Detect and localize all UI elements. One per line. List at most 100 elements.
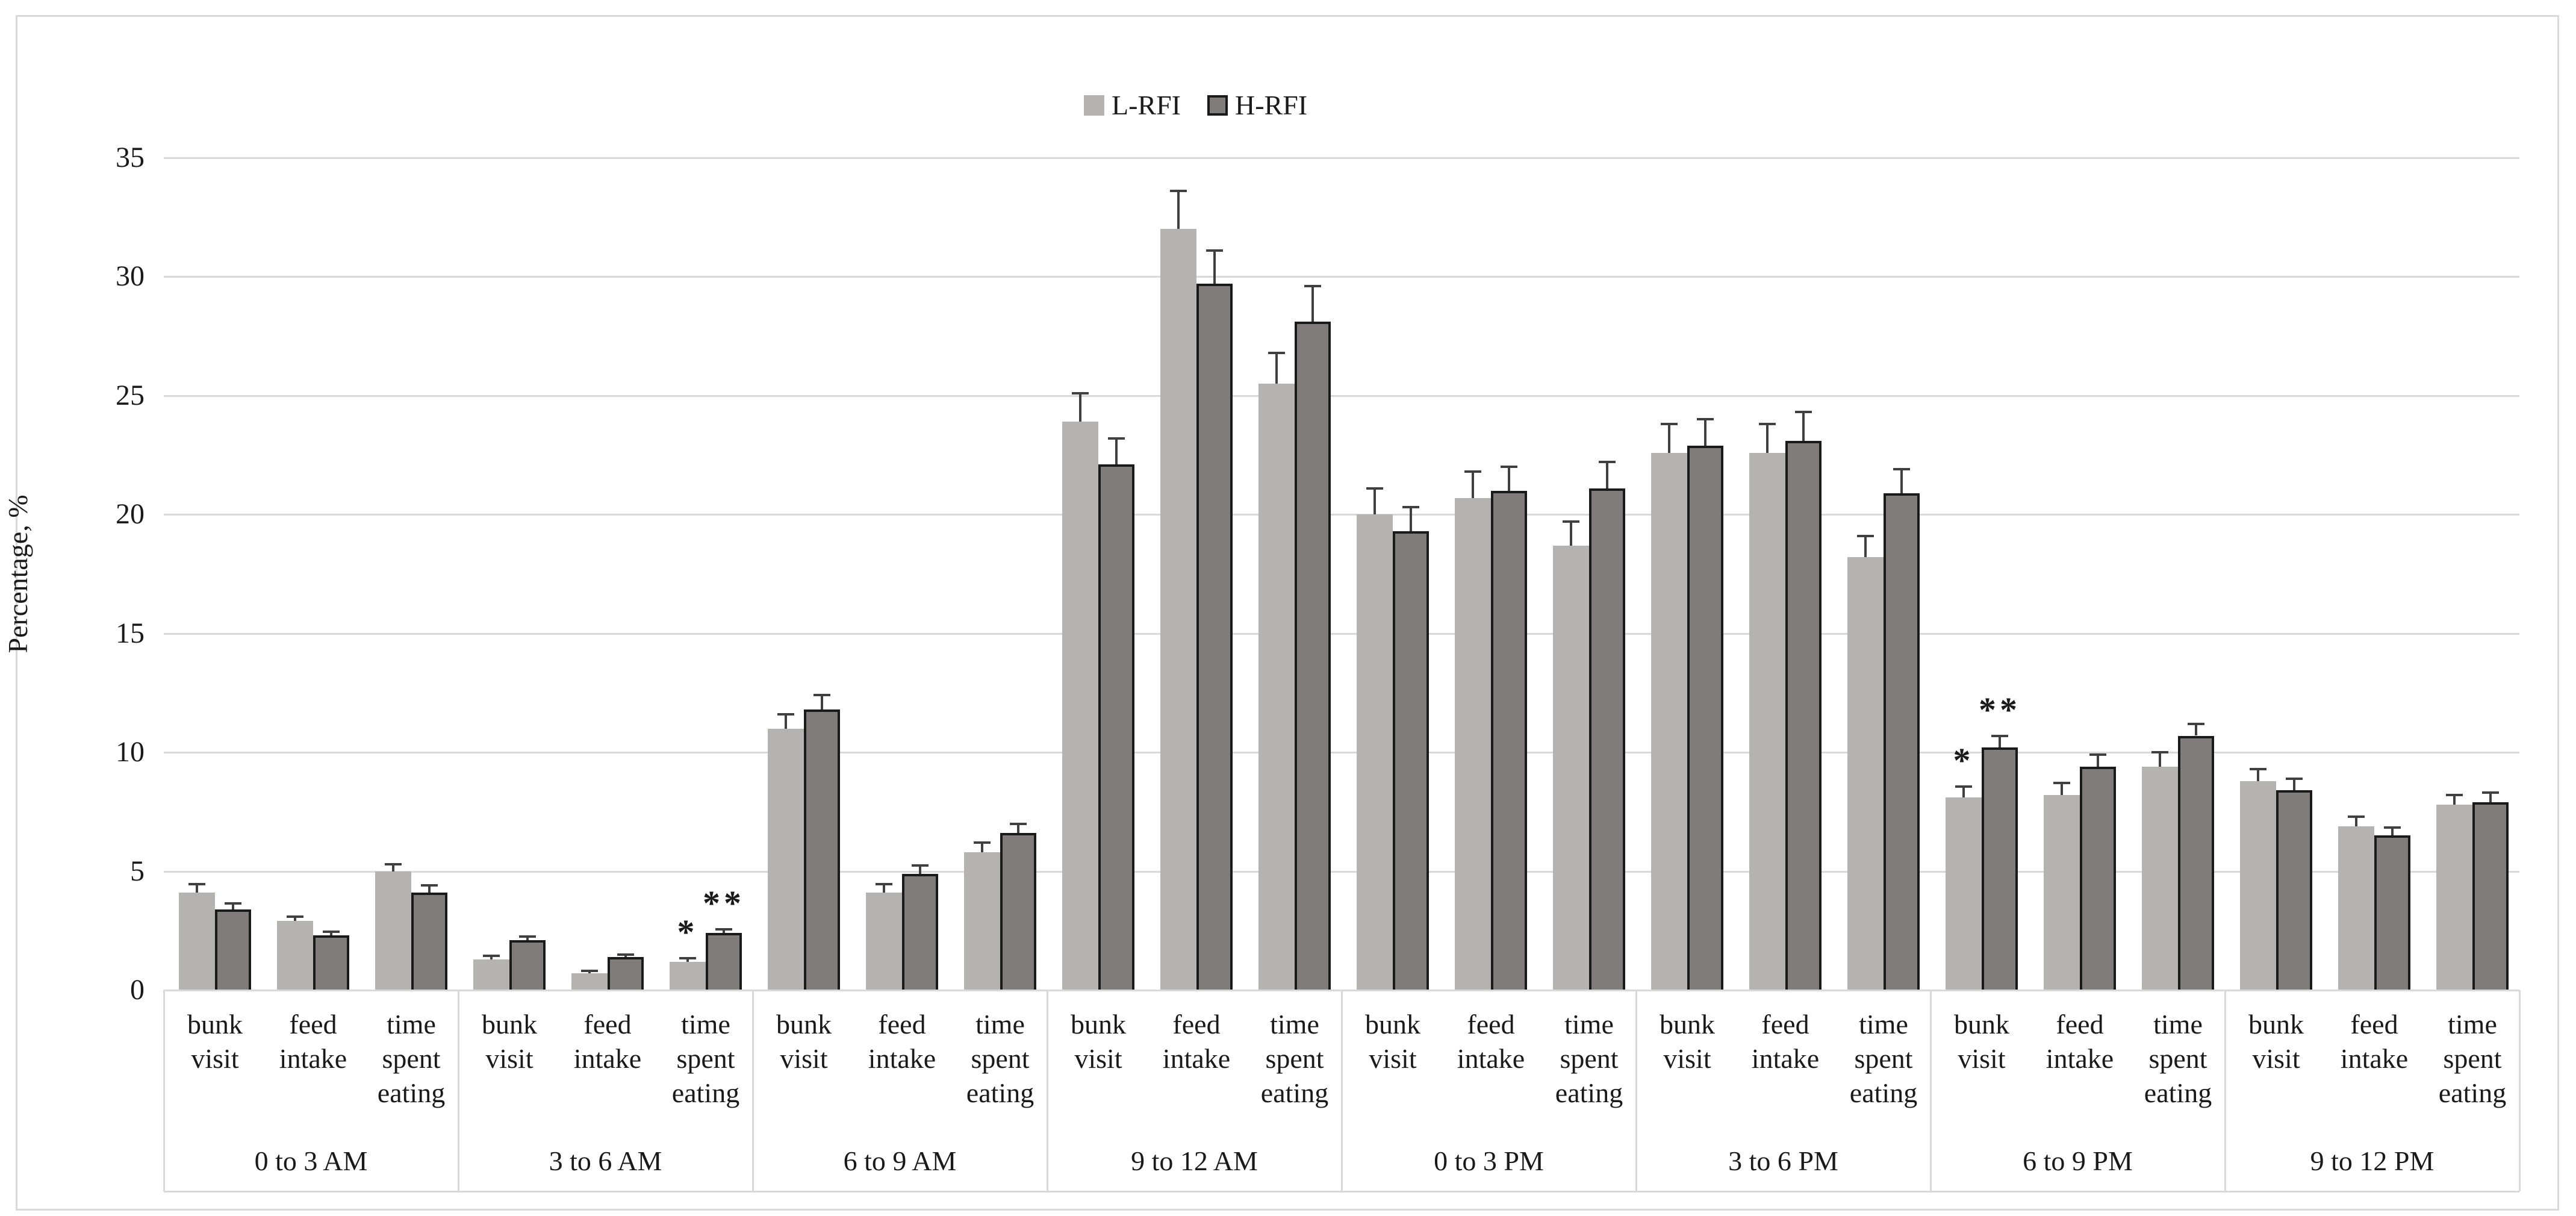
error-bar-cap bbox=[2089, 753, 2106, 756]
error-bar bbox=[1766, 424, 1769, 453]
error-bar-cap bbox=[421, 884, 438, 887]
error-bar-cap bbox=[679, 956, 696, 959]
error-bar bbox=[1668, 424, 1670, 453]
error-bar-cap bbox=[519, 935, 536, 938]
error-bar-cap bbox=[1010, 822, 1027, 825]
bar-h-rfi bbox=[2472, 802, 2509, 990]
error-bar bbox=[294, 916, 296, 921]
error-bar-cap bbox=[974, 841, 991, 844]
error-bar-cap bbox=[1268, 351, 1285, 354]
bar-l-rfi bbox=[1946, 797, 1982, 990]
y-tick-label-10: 10 bbox=[116, 736, 145, 769]
bar-l-rfi bbox=[2044, 795, 2080, 990]
bar-h-rfi bbox=[2178, 735, 2214, 990]
error-bar bbox=[1802, 412, 1805, 441]
error-bar-cap bbox=[2482, 791, 2499, 794]
error-bar-cap bbox=[1464, 470, 1481, 473]
period-label: 9 to 12 PM bbox=[2310, 1146, 2434, 1176]
error-bar-cap bbox=[1501, 466, 1517, 469]
gridline-20 bbox=[164, 514, 2519, 516]
bar-l-rfi bbox=[1749, 452, 1785, 990]
error-bar bbox=[526, 937, 529, 941]
bar-l-rfi bbox=[179, 893, 215, 990]
legend: L-RFI H-RFI bbox=[1084, 92, 1334, 119]
category-divider bbox=[458, 990, 459, 1191]
h-rfi-swatch-icon bbox=[1207, 95, 1228, 116]
legend-item-l-rfi: L-RFI bbox=[1084, 92, 1181, 119]
error-bar bbox=[490, 955, 493, 959]
error-bar bbox=[1606, 462, 1608, 488]
l-rfi-swatch-icon bbox=[1084, 95, 1104, 116]
bar-l-rfi bbox=[2338, 826, 2374, 990]
period-label: 0 to 3 AM bbox=[254, 1146, 368, 1176]
gridline-25 bbox=[164, 394, 2519, 397]
bar-h-rfi bbox=[902, 873, 938, 990]
error-bar-cap bbox=[715, 928, 732, 931]
measure-label: time spent eating bbox=[966, 1009, 1034, 1108]
y-tick-label-15: 15 bbox=[116, 617, 145, 649]
error-bar-cap bbox=[1697, 418, 1714, 421]
error-bar bbox=[1704, 419, 1706, 446]
bar-h-rfi bbox=[1589, 488, 1625, 990]
error-bar bbox=[1410, 507, 1412, 531]
measure-label: time spent eating bbox=[1555, 1009, 1623, 1108]
error-bar bbox=[1017, 823, 1019, 834]
y-tick-label-20: 20 bbox=[116, 498, 145, 531]
error-bar-cap bbox=[1661, 423, 1678, 426]
error-bar-cap bbox=[385, 862, 402, 865]
bar-h-rfi bbox=[215, 909, 251, 990]
error-bar-cap bbox=[2384, 826, 2401, 829]
measure-label: time spent eating bbox=[671, 1009, 740, 1108]
error-bar bbox=[1472, 472, 1474, 498]
error-bar-cap bbox=[1893, 468, 1910, 471]
measure-label: feed intake bbox=[573, 1009, 642, 1074]
error-bar-cap bbox=[2286, 777, 2303, 780]
y-tick-label-35: 35 bbox=[116, 142, 145, 173]
y-tick-label-0: 0 bbox=[130, 974, 145, 1006]
bar-l-rfi bbox=[1160, 229, 1196, 990]
measure-label: feed intake bbox=[2046, 1009, 2114, 1074]
error-bar bbox=[428, 885, 431, 893]
error-bar-cap bbox=[1304, 285, 1321, 288]
error-bar bbox=[1962, 787, 1965, 798]
significance-mark: ** bbox=[1979, 690, 2021, 729]
category-divider bbox=[1047, 990, 1048, 1191]
measure-label: bunk visit bbox=[187, 1009, 243, 1074]
error-bar bbox=[1177, 191, 1180, 229]
bar-h-rfi bbox=[1000, 833, 1036, 990]
error-bar-cap bbox=[1170, 190, 1187, 193]
error-bar-cap bbox=[225, 902, 241, 905]
x-axis-line bbox=[164, 990, 2519, 991]
error-bar bbox=[1275, 352, 1278, 384]
bar-h-rfi bbox=[2080, 766, 2116, 990]
gridline-5 bbox=[164, 870, 2519, 873]
measure-label: feed intake bbox=[279, 1009, 347, 1074]
period-label: 3 to 6 PM bbox=[1728, 1146, 1838, 1176]
error-bar bbox=[1115, 438, 1118, 465]
error-bar bbox=[785, 714, 787, 729]
period-label: 6 to 9 PM bbox=[2023, 1146, 2133, 1176]
bar-l-rfi bbox=[1847, 557, 1884, 990]
bar-h-rfi bbox=[2374, 835, 2410, 990]
error-bar bbox=[1213, 250, 1216, 284]
error-bar bbox=[919, 865, 921, 874]
bar-l-rfi bbox=[866, 893, 902, 990]
y-tick-label-25: 25 bbox=[116, 379, 145, 411]
error-bar-cap bbox=[1402, 506, 1419, 509]
bar-l-rfi bbox=[375, 871, 411, 990]
bar-h-rfi bbox=[804, 709, 840, 990]
error-bar-cap bbox=[188, 883, 205, 886]
error-bar bbox=[2061, 783, 2063, 796]
error-bar-cap bbox=[2348, 815, 2365, 818]
measure-label: time spent eating bbox=[1849, 1009, 1918, 1108]
error-bar-cap bbox=[1795, 411, 1812, 414]
error-bar-cap bbox=[1599, 461, 1616, 464]
category-divider bbox=[1635, 990, 1637, 1191]
error-bar-cap bbox=[323, 931, 340, 934]
error-bar bbox=[392, 864, 394, 871]
error-bar bbox=[981, 843, 983, 852]
bar-h-rfi bbox=[1982, 747, 2018, 990]
significance-mark: * bbox=[677, 912, 698, 952]
error-bar-cap bbox=[777, 712, 794, 716]
measure-label: feed intake bbox=[1751, 1009, 1820, 1074]
